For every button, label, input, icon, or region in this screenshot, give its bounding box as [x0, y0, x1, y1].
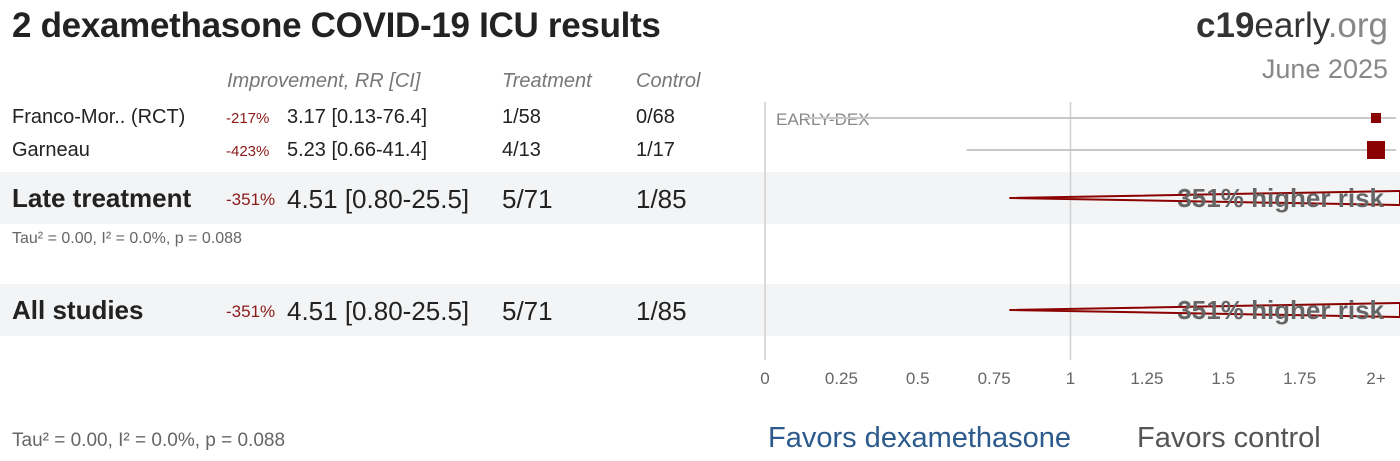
study-name: Garneau: [12, 139, 90, 161]
x-tick-label: 2+: [1366, 369, 1385, 388]
brand-org: .org: [1327, 6, 1388, 45]
favors-control-label: Favors control: [1137, 422, 1321, 454]
all-studies-improvement: -351%: [226, 302, 276, 321]
late-treatment-heterogeneity: Tau² = 0.00, I² = 0.0%, p = 0.088: [12, 230, 242, 247]
study-rr: 3.17 [0.13-76.4]: [287, 106, 428, 128]
summary-diamond: [1009, 189, 1400, 207]
late-treatment-band: [0, 172, 1400, 224]
late-treatment-improvement: -351%: [226, 190, 276, 209]
summary-effect-label: 351% higher risk: [1177, 183, 1384, 213]
late-treatment-rr: 4.51 [0.80-25.5]: [287, 184, 470, 214]
favors-treatment-label: Favors dexamethasone: [768, 422, 1072, 454]
header-treatment: Treatment: [502, 70, 592, 92]
all-studies-rr: 4.51 [0.80-25.5]: [287, 296, 470, 326]
study-improvement: -423%: [226, 143, 270, 160]
study-name: Franco-Mor.. (RCT): [12, 106, 186, 128]
study-improvement: -217%: [226, 110, 270, 127]
x-tick-label: 0.75: [978, 369, 1011, 388]
study-marker: [1367, 141, 1385, 159]
report-date: June 2025: [1261, 54, 1388, 84]
brand-c19: c19: [1196, 6, 1255, 45]
study-control: 1/17: [636, 139, 675, 161]
study-treatment: 1/58: [502, 106, 541, 128]
header-control: Control: [636, 70, 701, 92]
x-tick-label: 0.5: [906, 369, 930, 388]
brand-logo: c19early.org: [1196, 6, 1388, 46]
all-studies-band: [0, 284, 1400, 336]
x-tick-label: 1.5: [1211, 369, 1235, 388]
late-treatment-treatment: 5/71: [502, 184, 553, 214]
all-studies-treatment: 5/71: [502, 296, 553, 326]
study-marker: [1371, 113, 1381, 123]
group-label: EARLY-DEX: [776, 110, 870, 129]
x-tick-label: 1.75: [1283, 369, 1316, 388]
x-tick-label: 1: [1066, 369, 1075, 388]
study-control: 0/68: [636, 106, 675, 128]
all-studies-control: 1/85: [636, 296, 687, 326]
late-treatment-label: Late treatment: [12, 183, 192, 213]
x-tick-label: 0: [760, 369, 769, 388]
late-treatment-control: 1/85: [636, 184, 687, 214]
overall-heterogeneity: Tau² = 0.00, I² = 0.0%, p = 0.088: [12, 430, 286, 451]
brand-early: early: [1254, 6, 1328, 45]
x-tick-label: 1.25: [1130, 369, 1163, 388]
page-title: 2 dexamethasone COVID-19 ICU results: [12, 6, 661, 45]
summary-effect-label: 351% higher risk: [1177, 295, 1384, 325]
summary-diamond: [1009, 301, 1400, 319]
study-treatment: 4/13: [502, 139, 541, 161]
study-rr: 5.23 [0.66-41.4]: [287, 139, 428, 161]
x-tick-label: 0.25: [825, 369, 858, 388]
all-studies-label: All studies: [12, 295, 144, 325]
header-improvement: Improvement, RR [CI]: [227, 70, 421, 92]
